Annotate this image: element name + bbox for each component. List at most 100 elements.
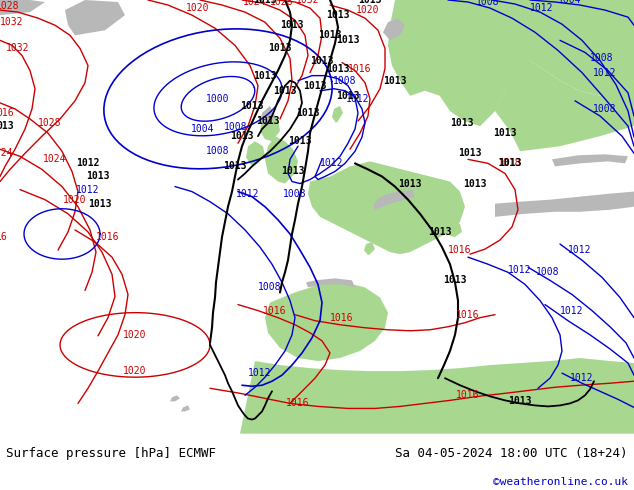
Text: 1016: 1016 xyxy=(456,391,480,400)
Polygon shape xyxy=(332,106,343,123)
Polygon shape xyxy=(306,278,355,288)
Text: 1024: 1024 xyxy=(243,0,267,7)
Text: 1013: 1013 xyxy=(458,148,482,158)
Text: 1004: 1004 xyxy=(191,124,215,134)
Polygon shape xyxy=(448,222,462,237)
Polygon shape xyxy=(170,395,180,401)
Text: 1008: 1008 xyxy=(476,0,500,7)
Text: 1013: 1013 xyxy=(318,30,342,40)
Text: 1012: 1012 xyxy=(568,245,592,255)
Text: 1013: 1013 xyxy=(450,118,474,128)
Polygon shape xyxy=(265,136,298,184)
Text: 1013: 1013 xyxy=(358,0,382,5)
Text: 1013: 1013 xyxy=(383,75,407,86)
Text: Sa 04-05-2024 18:00 UTC (18+24): Sa 04-05-2024 18:00 UTC (18+24) xyxy=(395,447,628,460)
Text: 1013: 1013 xyxy=(310,55,333,66)
Text: 1000: 1000 xyxy=(206,94,230,104)
Polygon shape xyxy=(383,18,405,40)
Polygon shape xyxy=(260,106,275,126)
Text: 1020: 1020 xyxy=(186,3,210,13)
Polygon shape xyxy=(181,405,190,412)
Text: 1012: 1012 xyxy=(530,3,553,13)
Polygon shape xyxy=(388,0,510,126)
Text: 1013: 1013 xyxy=(327,10,350,20)
Text: 1013: 1013 xyxy=(86,172,110,181)
Polygon shape xyxy=(308,161,465,254)
Text: 1020: 1020 xyxy=(123,330,146,340)
Text: 1016: 1016 xyxy=(456,310,480,319)
Text: 1012: 1012 xyxy=(320,158,344,169)
Polygon shape xyxy=(364,242,375,255)
Text: 1013: 1013 xyxy=(268,44,292,53)
Text: 1032: 1032 xyxy=(296,0,320,5)
Text: 1028: 1028 xyxy=(270,0,294,7)
Text: 1016: 1016 xyxy=(96,232,120,242)
Text: 1018: 1018 xyxy=(498,158,522,169)
Text: 1013: 1013 xyxy=(428,227,452,237)
Text: 1012: 1012 xyxy=(236,189,260,198)
Text: 1012: 1012 xyxy=(76,185,100,195)
Text: 1013: 1013 xyxy=(88,199,112,209)
Text: 1012: 1012 xyxy=(346,94,370,104)
Polygon shape xyxy=(440,0,570,126)
Text: 1013: 1013 xyxy=(223,161,247,172)
Text: 1008: 1008 xyxy=(593,104,617,114)
Text: 1013: 1013 xyxy=(296,108,320,118)
Polygon shape xyxy=(246,141,265,167)
Text: 1012: 1012 xyxy=(560,306,584,316)
Text: 1008: 1008 xyxy=(590,53,614,64)
Text: 1013: 1013 xyxy=(256,116,280,126)
Text: ©weatheronline.co.uk: ©weatheronline.co.uk xyxy=(493,477,628,487)
Text: 1013: 1013 xyxy=(498,158,522,169)
Text: 1016: 1016 xyxy=(330,313,354,323)
Text: 1008: 1008 xyxy=(258,282,281,293)
Polygon shape xyxy=(265,282,388,361)
Text: 1013: 1013 xyxy=(230,131,254,141)
Text: 1013: 1013 xyxy=(253,0,277,5)
Text: 1032: 1032 xyxy=(6,44,30,53)
Text: 1012: 1012 xyxy=(249,368,272,378)
Text: 1008: 1008 xyxy=(283,189,307,198)
Text: 1008: 1008 xyxy=(206,147,230,156)
Text: 1013: 1013 xyxy=(273,86,297,96)
Polygon shape xyxy=(370,228,380,238)
Text: 1013: 1013 xyxy=(327,64,350,74)
Text: 1013: 1013 xyxy=(336,35,359,46)
Text: 1013: 1013 xyxy=(336,91,359,101)
Text: 1013: 1013 xyxy=(493,128,517,138)
Polygon shape xyxy=(260,113,280,141)
Text: 1013: 1013 xyxy=(240,101,264,111)
Text: 1008: 1008 xyxy=(536,267,560,277)
Text: 1013: 1013 xyxy=(280,20,304,30)
Text: 1012: 1012 xyxy=(570,373,594,383)
Text: 1013: 1013 xyxy=(508,396,532,406)
Text: 1016: 1016 xyxy=(348,64,372,74)
Text: 1013: 1013 xyxy=(443,275,467,285)
Text: 1013: 1013 xyxy=(303,81,327,91)
Text: 1012: 1012 xyxy=(76,158,100,169)
Text: 1032: 1032 xyxy=(0,17,23,27)
Text: 016: 016 xyxy=(0,108,14,118)
Text: 1008: 1008 xyxy=(224,122,248,132)
Text: 1004: 1004 xyxy=(559,0,582,5)
Text: 1012: 1012 xyxy=(593,68,617,77)
Text: 1020: 1020 xyxy=(63,195,87,205)
Text: 1024: 1024 xyxy=(43,154,67,164)
Text: 1008: 1008 xyxy=(333,75,357,86)
Polygon shape xyxy=(495,60,634,151)
Text: 1020: 1020 xyxy=(123,366,146,376)
Polygon shape xyxy=(495,192,634,217)
Text: 1016: 1016 xyxy=(263,306,287,316)
Polygon shape xyxy=(240,358,634,434)
Text: 1016: 1016 xyxy=(448,245,472,255)
Text: 1013: 1013 xyxy=(281,167,305,176)
Text: 1024: 1024 xyxy=(0,148,14,158)
Polygon shape xyxy=(0,0,45,15)
Text: 1028: 1028 xyxy=(0,1,20,11)
Text: 1016: 1016 xyxy=(286,398,310,408)
Polygon shape xyxy=(65,0,125,35)
Text: Surface pressure [hPa] ECMWF: Surface pressure [hPa] ECMWF xyxy=(6,447,216,460)
Text: 1013: 1013 xyxy=(288,136,312,146)
Text: 1013: 1013 xyxy=(463,178,487,189)
Polygon shape xyxy=(370,176,390,222)
